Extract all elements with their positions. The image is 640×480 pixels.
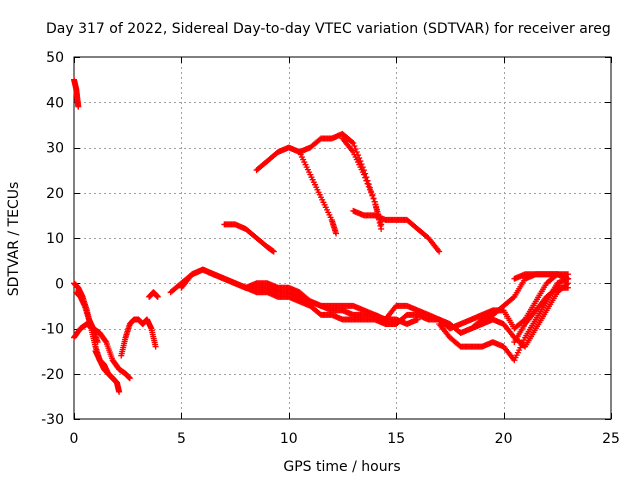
data-point <box>372 201 379 208</box>
data-point <box>365 183 372 190</box>
data-point <box>126 375 133 382</box>
data-point <box>333 230 340 237</box>
data-point <box>360 171 367 178</box>
grid <box>74 57 611 419</box>
data-point <box>113 379 120 386</box>
series-s1 <box>71 76 82 110</box>
y-tick-label: 40 <box>46 95 64 111</box>
plot-border <box>73 56 612 420</box>
series-s6 <box>118 316 159 359</box>
series-s11 <box>221 221 277 255</box>
data-point <box>370 195 377 202</box>
y-tick-label: -10 <box>41 322 64 338</box>
x-axis: 0 5 10 15 20 25 <box>70 57 620 447</box>
data-point <box>373 204 380 211</box>
data-point <box>362 174 369 181</box>
data-point <box>565 284 572 291</box>
y-axis-label: SDTVAR / TECUs <box>6 182 22 297</box>
x-tick-label: 15 <box>387 431 405 447</box>
series-s20 <box>511 284 572 346</box>
data-point <box>373 207 380 214</box>
series-s12 <box>253 130 385 228</box>
data-point <box>378 225 385 232</box>
data-point <box>116 388 123 395</box>
data-point <box>371 198 378 205</box>
x-axis-label: GPS time / hours <box>283 459 400 475</box>
data-point <box>351 142 358 149</box>
chart-title: Day 317 of 2022, Sidereal Day-to-day VTE… <box>46 21 611 37</box>
x-tick-label: 10 <box>280 431 298 447</box>
data-point <box>369 192 376 199</box>
data-point <box>152 343 159 350</box>
y-tick-label: 10 <box>46 231 64 247</box>
data-point <box>565 275 572 282</box>
data-point <box>368 189 375 196</box>
data-point <box>350 139 357 146</box>
data-point <box>364 180 371 187</box>
data-point <box>270 248 277 255</box>
data-point <box>377 222 384 229</box>
y-tick-label: -30 <box>41 412 64 428</box>
y-axis: -30 -20 -10 0 10 20 30 40 50 <box>41 50 611 428</box>
x-tick-label: 25 <box>602 431 620 447</box>
x-tick-label: 20 <box>495 431 513 447</box>
data-point <box>510 294 517 301</box>
series-s13 <box>296 149 340 237</box>
data-point <box>436 248 443 255</box>
y-tick-label: 50 <box>46 50 64 66</box>
data-point <box>376 219 383 226</box>
y-tick-label: 30 <box>46 141 64 157</box>
x-tick-label: 0 <box>70 431 79 447</box>
series-s15 <box>350 207 443 255</box>
data-point <box>414 316 421 323</box>
series-s10 <box>199 266 421 327</box>
data-point <box>366 186 373 193</box>
y-tick-label: -20 <box>41 367 64 383</box>
y-tick-label: 0 <box>55 276 64 292</box>
data-points <box>71 76 572 395</box>
data-point <box>363 177 370 184</box>
series-s21 <box>511 271 572 282</box>
x-tick-label: 5 <box>177 431 186 447</box>
data-point <box>349 138 356 145</box>
data-point <box>94 339 101 346</box>
y-tick-label: 20 <box>46 186 64 202</box>
series-s5 <box>92 348 120 386</box>
series-s7 <box>146 289 161 300</box>
data-point <box>75 103 82 110</box>
data-point <box>154 293 161 300</box>
series-s4 <box>73 289 101 346</box>
data-point <box>102 338 109 345</box>
